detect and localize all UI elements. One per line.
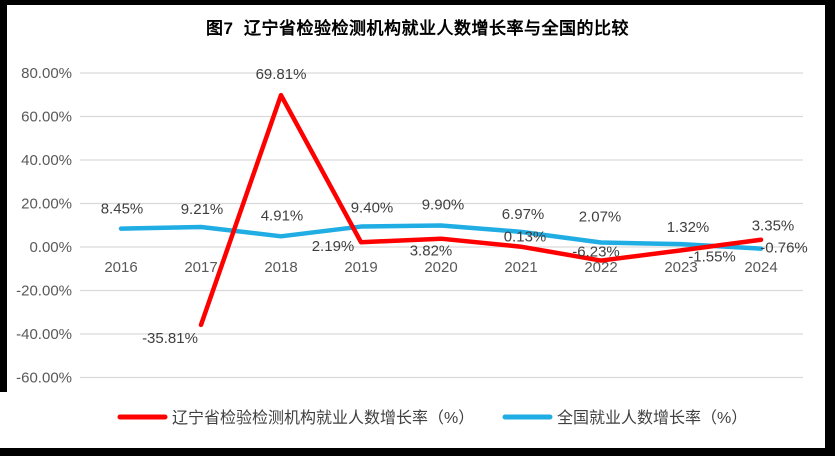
data-label: 3.35% (752, 218, 795, 235)
data-label: 2.07% (579, 208, 622, 225)
frame-border-top (0, 0, 835, 5)
data-label: 8.45% (101, 201, 144, 218)
y-axis-tick-label: 60.00% (21, 109, 72, 126)
data-label: 9.40% (351, 200, 394, 217)
data-label: 3.82% (410, 243, 453, 260)
y-axis-tick-label: 0.00% (29, 239, 72, 256)
x-axis-tick-label: 2024 (744, 259, 777, 276)
data-label: -35.81% (142, 330, 198, 347)
legend-label: 全国就业人数增长率（%） (557, 409, 747, 427)
data-label: -1.55% (688, 248, 736, 265)
data-label: -6.23% (572, 244, 620, 261)
data-label: 6.97% (502, 206, 545, 223)
x-axis-tick-label: 2016 (104, 259, 137, 276)
data-label: 9.21% (181, 201, 224, 218)
x-axis-tick-label: 2021 (504, 259, 537, 276)
frame-border-right (825, 0, 835, 456)
series-line (118, 223, 764, 251)
x-axis-tick-label: 2022 (584, 259, 617, 276)
y-axis-tick-label: -60.00% (16, 370, 72, 387)
y-axis-tick-label: 40.00% (21, 152, 72, 169)
data-label: 9.90% (422, 196, 465, 213)
y-axis-tick-label: 80.00% (21, 65, 72, 82)
series-line (198, 92, 764, 328)
x-axis-tick-label: 2019 (344, 259, 377, 276)
frame-border-bottom (0, 448, 835, 456)
chart-title: 图7 辽宁省检验检测机构就业人数增长率与全国的比较 (206, 19, 629, 38)
data-label: 69.81% (256, 66, 307, 83)
data-label: 2.19% (312, 238, 355, 255)
x-axis-tick-label: 2020 (424, 259, 457, 276)
data-label: -0.76% (760, 240, 808, 257)
data-label: 4.91% (261, 207, 304, 224)
x-axis-tick-label: 2017 (184, 259, 217, 276)
legend-label: 辽宁省检验检测机构就业人数增长率（%） (172, 409, 474, 427)
x-axis-tick-label: 2018 (264, 259, 297, 276)
y-axis-tick-label: -40.00% (16, 326, 72, 343)
y-axis-tick-label: -20.00% (16, 283, 72, 300)
frame-border-left (0, 0, 7, 392)
data-label: 1.32% (667, 219, 710, 236)
y-axis-tick-label: 20.00% (21, 196, 72, 213)
x-axis-tick-label: 2023 (664, 259, 697, 276)
data-label: 0.13% (504, 229, 547, 246)
